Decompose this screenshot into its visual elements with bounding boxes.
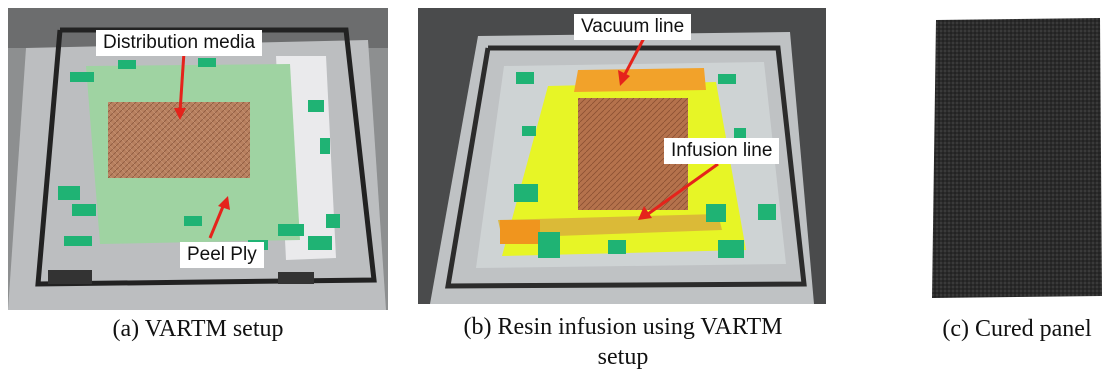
cured-panel-photo xyxy=(932,18,1104,298)
caption-resin-infusion: (b) Resin infusion using VARTM setup xyxy=(408,312,838,372)
infusion-line-label: Infusion line xyxy=(664,138,780,164)
arrow-distribution-media xyxy=(178,51,186,113)
resin-infusion-illustration xyxy=(418,8,826,304)
arrow-infusion-line xyxy=(647,162,719,216)
caption-resin-infusion-line1: (b) Resin infusion using VARTM xyxy=(463,314,783,340)
vacuum-line-label: Vacuum line xyxy=(574,14,692,40)
arrow-peel-ply xyxy=(208,203,226,239)
vartm-setup-photo: Distribution media Peel Ply xyxy=(8,8,388,310)
caption-cured-panel: (c) Cured panel xyxy=(942,316,1092,342)
caption-vartm-setup: (a) VARTM setup xyxy=(112,316,284,342)
vartm-setup-illustration xyxy=(8,8,388,310)
distribution-media-label: Distribution media xyxy=(96,30,263,56)
cured-panel-illustration xyxy=(932,18,1102,298)
resin-infusion-photo: Vacuum line Infusion line xyxy=(418,8,826,304)
arrow-vacuum-line xyxy=(622,37,646,77)
caption-resin-infusion-line2: setup xyxy=(597,344,649,370)
peel-ply-label: Peel Ply xyxy=(180,242,264,268)
